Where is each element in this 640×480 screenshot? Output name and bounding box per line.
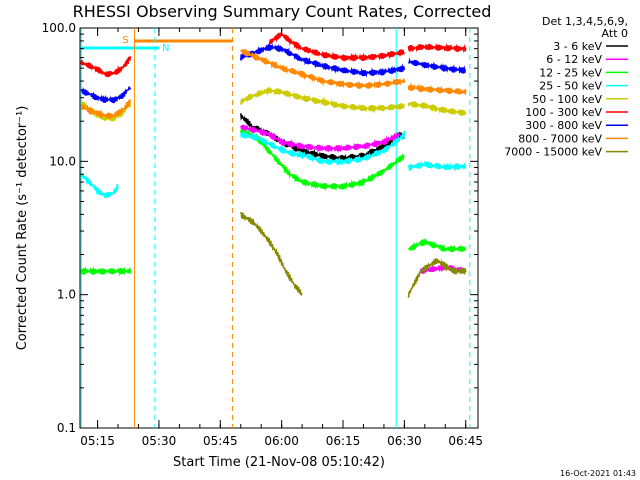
detector-line-1: Det 1,3,4,5,6,9, xyxy=(542,15,628,28)
y-tick-label: 100.0 xyxy=(42,21,76,35)
series-line-3 xyxy=(407,160,467,172)
series-line-5 xyxy=(268,32,405,62)
series-line-5 xyxy=(80,56,132,78)
legend-label: 300 - 800 keV xyxy=(525,119,602,132)
series-line-1 xyxy=(240,124,401,154)
series-line-5 xyxy=(407,42,467,53)
x-tick-label: 06:30 xyxy=(387,434,422,448)
annotation-layer: SN xyxy=(80,28,471,428)
series-line-7 xyxy=(80,99,132,119)
x-tick-label: 06:15 xyxy=(326,434,361,448)
legend-label: 12 - 25 keV xyxy=(539,66,602,79)
x-axis-label: Start Time (21-Nov-08 05:10:42) xyxy=(173,455,385,470)
x-tick-label: 06:00 xyxy=(264,434,299,448)
series-line-8 xyxy=(240,211,303,297)
legend-label: 6 - 12 keV xyxy=(546,53,602,66)
y-axis-label: Corrected Count Rate (s⁻¹ detector⁻¹) xyxy=(15,106,30,351)
series-line-2 xyxy=(80,266,132,277)
plot-frame xyxy=(79,27,479,429)
legend-label: 50 - 100 keV xyxy=(532,93,602,106)
series-line-2 xyxy=(240,128,405,192)
detector-line-2: Att 0 xyxy=(602,27,628,40)
series-line-6 xyxy=(240,43,406,78)
series-line-4 xyxy=(240,87,406,114)
chart-title: RHESSI Observing Summary Count Rates, Co… xyxy=(73,2,492,21)
legend-label: 3 - 6 keV xyxy=(553,40,602,53)
x-tick-label: 05:15 xyxy=(80,434,115,448)
y-tick-label: 10.0 xyxy=(49,154,76,168)
series-layer xyxy=(80,32,467,298)
series-line-3 xyxy=(240,130,406,166)
generation-timestamp: 16-Oct-2021 01:43 xyxy=(560,469,636,478)
series-line-6 xyxy=(408,57,466,75)
series-line-6 xyxy=(80,86,132,104)
y-tick-label: 1.0 xyxy=(57,288,76,302)
series-line-2 xyxy=(407,237,467,253)
legend-label: 7000 - 15000 keV xyxy=(504,146,602,159)
x-tick-label: 05:45 xyxy=(203,434,238,448)
series-line-3 xyxy=(80,172,119,199)
axes-layer: 0.1 1.0 10.0 100.0 05:15 05:30 05:45 06:00 06:15… xyxy=(42,21,483,448)
series-line-4 xyxy=(407,101,467,116)
series-line-7 xyxy=(407,82,467,96)
y-tick-label: 0.1 xyxy=(57,421,76,435)
legend-label: 100 - 300 keV xyxy=(525,106,602,119)
x-tick-label: 05:30 xyxy=(142,434,177,448)
saa-label: S xyxy=(122,35,128,46)
series-line-8 xyxy=(407,258,467,298)
legend-label: 800 - 7000 keV xyxy=(518,132,602,145)
legend-label: 25 - 50 keV xyxy=(539,80,602,93)
night-label: N xyxy=(162,43,169,54)
series-line-7 xyxy=(240,48,406,89)
x-tick-label: 06:45 xyxy=(448,434,483,448)
